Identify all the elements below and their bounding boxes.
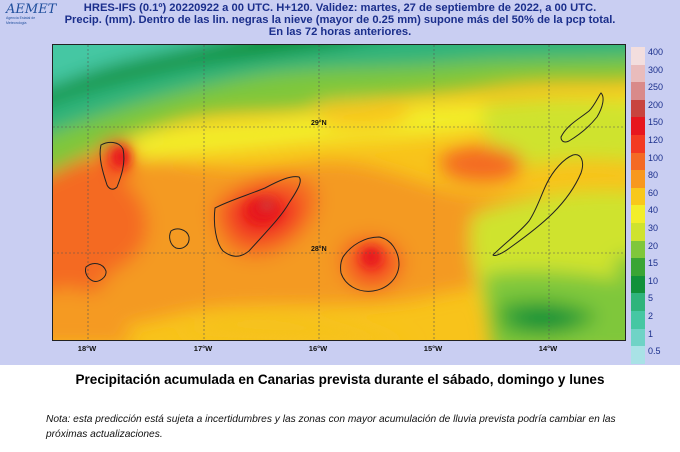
legend-swatch xyxy=(631,117,645,135)
legend-level-label: 1 xyxy=(648,328,654,339)
precipitation-map: 29°N 28°N xyxy=(52,44,626,341)
legend-level-label: 150 xyxy=(648,117,664,128)
legend-swatch xyxy=(631,64,645,83)
legend-swatch xyxy=(631,310,645,329)
color-legend xyxy=(631,47,645,364)
forecast-note: Nota: esta predicción está sujeta a ince… xyxy=(46,414,616,440)
legend-level-label: 0.5 xyxy=(648,346,661,357)
header-line-2: Precip. (mm). Dentro de las lin. negras … xyxy=(64,14,616,26)
legend-swatch xyxy=(631,328,645,347)
legend-level-label: 40 xyxy=(648,205,659,216)
island-el-hierro xyxy=(85,263,107,282)
graticule xyxy=(53,45,625,340)
legend-swatch xyxy=(631,134,645,153)
lat-label-28n: 28°N xyxy=(311,245,327,253)
lon-label-15w: 15°W xyxy=(423,344,443,353)
legend-swatch xyxy=(631,258,645,276)
legend-level-label: 2 xyxy=(648,311,654,321)
precipitation-maxima xyxy=(112,146,381,267)
legend-swatch xyxy=(631,240,645,259)
island-la-gomera xyxy=(169,228,190,249)
island-outlines xyxy=(85,92,604,292)
legend-level-label: 400 xyxy=(648,47,664,57)
legend-level-label: 120 xyxy=(648,135,664,145)
legend-level-label: 300 xyxy=(648,64,664,75)
precipitation-field xyxy=(53,45,625,340)
legend-level-label: 15 xyxy=(648,258,659,269)
legend-level-label: 30 xyxy=(648,223,659,233)
legend-swatch xyxy=(631,222,645,241)
header-line-1: HRES-IFS (0.1º) 20220922 a 00 UTC. H+120… xyxy=(83,2,597,14)
legend-level-label: 200 xyxy=(648,99,664,110)
legend-swatch xyxy=(631,152,645,171)
legend-level-label: 10 xyxy=(648,275,659,286)
legend-swatch xyxy=(631,82,645,100)
legend-level-label: 250 xyxy=(648,82,664,93)
legend-swatch xyxy=(631,187,645,206)
island-fuerteventura xyxy=(492,154,584,256)
legend-level-label: 5 xyxy=(648,293,654,304)
legend-swatch xyxy=(631,346,645,364)
logo-tagline: Agencia Estatal de Meteorología xyxy=(6,16,36,25)
header-line-3: En las 72 horas anteriores. xyxy=(268,26,412,38)
legend-level-label: 20 xyxy=(648,240,659,251)
aemet-logo: AEMET Agencia Estatal de Meteorología xyxy=(6,2,57,28)
logo-wordmark: AEMET xyxy=(6,2,57,17)
island-gran-canaria xyxy=(340,236,400,292)
island-tenerife xyxy=(213,176,301,257)
island-la-palma xyxy=(99,141,125,190)
legend-level-label: 60 xyxy=(648,187,659,198)
lon-label-16w: 16°W xyxy=(308,344,328,353)
lon-label-18w: 18°W xyxy=(77,344,97,353)
legend-swatch xyxy=(631,275,645,294)
lon-label-14w: 14°W xyxy=(538,344,558,353)
legend-swatch xyxy=(631,170,645,188)
lat-label-29n: 29°N xyxy=(311,119,327,127)
legend-swatch xyxy=(631,205,645,223)
lon-label-17w: 17°W xyxy=(193,344,213,353)
caption: Precipitación acumulada en Canarias prev… xyxy=(75,372,605,387)
legend-swatch xyxy=(631,293,645,311)
legend-swatch xyxy=(631,99,645,118)
legend-swatch xyxy=(631,47,645,65)
legend-level-label: 100 xyxy=(648,152,664,163)
island-lanzarote xyxy=(560,92,604,143)
legend-level-label: 80 xyxy=(648,170,659,181)
